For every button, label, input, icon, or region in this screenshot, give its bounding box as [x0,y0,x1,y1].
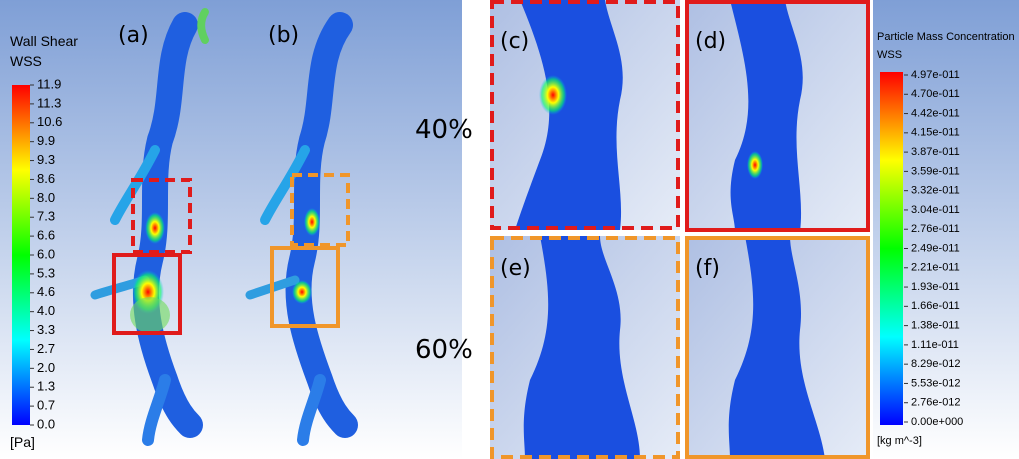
tick-label: 8.29e-012 [911,358,961,370]
colorbar-title: Wall Shear [10,33,78,49]
tick-label: 1.93e-011 [911,281,960,293]
tick-label: 0.0 [37,416,55,431]
panel-label: (f) [695,256,720,281]
colorbar-unit: [kg m^-3] [877,435,922,447]
tick-label: 2.0 [37,360,55,375]
tick-label: 9.9 [37,133,55,148]
tick-label: 11.9 [37,76,61,91]
tick-label: 4.15e-011 [911,127,960,139]
panel-label: (d) [695,29,726,54]
tick-label: 6.6 [37,228,55,243]
row-label: 40% [415,115,473,145]
colorbar-variable: WSS [877,49,902,61]
tick-label: 2.21e-011 [911,262,960,274]
colorbar-title: Particle Mass Concentration [877,31,1015,43]
tick-label: 3.32e-011 [911,185,960,197]
zoom-c [490,0,680,230]
zoom-d [685,0,870,232]
panel-label: (a) [118,23,149,48]
left-background [0,0,462,459]
roi-40-b [290,173,350,247]
zoom-f [685,236,870,459]
tick-label: 1.11e-011 [911,339,959,351]
colorbar-ticks: 11.9 11.3 10.6 9.9 9.3 8.6 8.0 7.3 6.6 6.0 5.3 4.6 4… [30,76,62,431]
tick-label: 4.70e-011 [911,88,960,100]
tick-label: 3.04e-011 [911,204,960,216]
tick-label: 1.3 [37,379,55,394]
tick-label: 2.49e-011 [911,242,960,254]
tick-label: 4.97e-011 [911,69,960,81]
tick-label: 10.6 [37,114,62,129]
colorbar-variable: WSS [10,53,42,69]
tick-label: 2.76e-012 [911,397,961,409]
zoom-e [490,236,680,459]
tick-label: 0.00e+000 [911,416,963,428]
tick-label: 4.0 [37,303,55,318]
tick-label: 3.3 [37,322,55,337]
tick-label: 6.0 [37,246,55,261]
panel-label: (b) [268,23,299,48]
tick-label: 1.66e-011 [911,300,960,312]
tick-label: 8.0 [37,190,55,205]
roi-60-a [112,253,182,335]
tick-label: 11.3 [37,95,61,110]
colorbar-ticks: 4.97e-011 4.70e-011 4.42e-011 4.15e-011 3.87… [904,69,963,428]
roi-60-b [270,246,340,328]
panel-label: (e) [500,256,531,281]
tick-label: 4.42e-011 [911,107,960,119]
tick-label: 8.6 [37,171,55,186]
tick-label: 0.7 [37,398,55,413]
colorbar-unit: [Pa] [10,434,35,450]
tick-label: 1.38e-011 [911,320,960,332]
tick-label: 3.59e-011 [911,165,960,177]
tick-label: 2.7 [37,341,55,356]
tick-label: 3.87e-011 [911,146,960,158]
tick-label: 7.3 [37,209,55,224]
tick-label: 5.53e-012 [911,377,961,389]
tick-label: 9.3 [37,152,55,167]
tick-label: 5.3 [37,265,55,280]
pmc-colorbar [880,72,903,425]
tick-label: 2.76e-011 [911,223,960,235]
row-label: 60% [415,335,473,365]
wss-colorbar [12,85,30,425]
tick-label: 4.6 [37,284,55,299]
panel-label: (c) [500,29,529,54]
